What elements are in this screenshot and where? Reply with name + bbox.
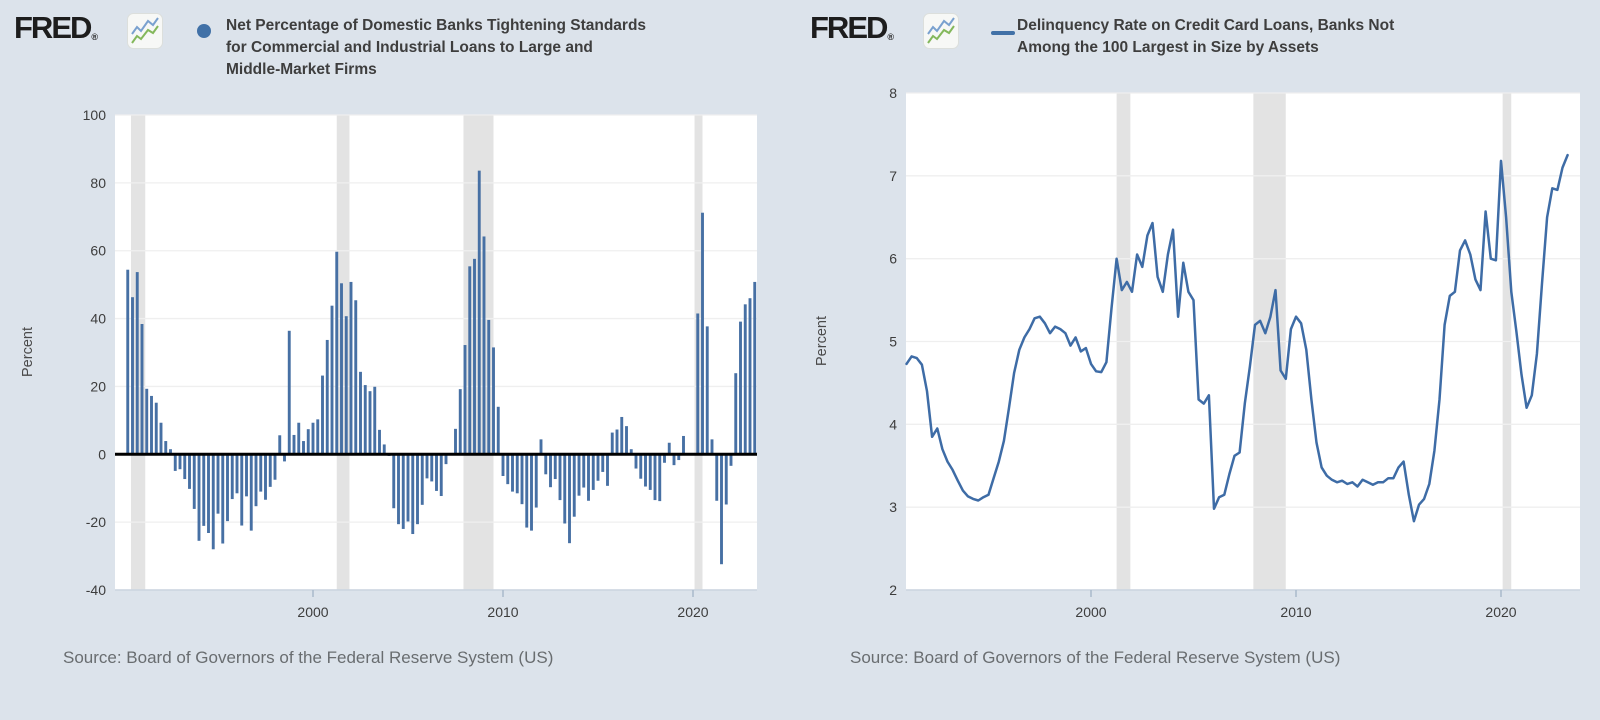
- svg-text:2010: 2010: [487, 604, 518, 620]
- svg-text:2020: 2020: [1485, 604, 1516, 620]
- svg-text:20: 20: [90, 378, 106, 394]
- svg-text:2: 2: [889, 582, 897, 598]
- fred-logo-text: FRED: [810, 10, 888, 45]
- svg-text:2020: 2020: [677, 604, 708, 620]
- svg-text:-20: -20: [86, 514, 106, 530]
- chart-title-line: for Commercial and Industrial Loans to L…: [226, 39, 593, 56]
- svg-text:2010: 2010: [1280, 604, 1311, 620]
- fred-sparkline-icon: [127, 13, 163, 49]
- bar-chart-tightening-standards[interactable]: 100 80 60 40 20 0 -20 -40 2000 2010 2020 Percent: [0, 0, 800, 720]
- svg-text:100: 100: [83, 107, 107, 123]
- source-note: Source: Board of Governors of the Federa…: [63, 648, 554, 667]
- svg-text:7: 7: [889, 168, 897, 184]
- svg-text:60: 60: [90, 243, 106, 259]
- chart-title: Net Percentage of Domestic Banks Tighten…: [226, 15, 766, 81]
- svg-text:2000: 2000: [297, 604, 328, 620]
- chart-title-line: Net Percentage of Domestic Banks Tighten…: [226, 17, 647, 34]
- fred-logo[interactable]: FRED®: [14, 10, 99, 46]
- legend-series-marker-circle: [197, 24, 211, 38]
- chart-title: Delinquency Rate on Credit Card Loans, B…: [1017, 15, 1577, 59]
- source-note: Source: Board of Governors of the Federa…: [850, 648, 1341, 667]
- fred-sparkline-icon: [923, 13, 959, 49]
- chart-title-line: Delinquency Rate on Credit Card Loans, B…: [1017, 17, 1395, 34]
- chart-title-line: Middle-Market Firms: [226, 61, 377, 78]
- chart-title-line: Among the 100 Largest in Size by Assets: [1017, 39, 1319, 56]
- line-chart-delinquency-rate[interactable]: 8 7 6 5 4 3 2 2000 2010 2020 Percent: [800, 0, 1600, 720]
- svg-text:0: 0: [98, 446, 106, 462]
- svg-text:2000: 2000: [1075, 604, 1106, 620]
- panel-tightening-standards: FRED® Net Percentage of Domestic Banks T…: [0, 0, 800, 720]
- fred-logo-text: FRED: [14, 10, 92, 45]
- registered-trademark-icon: ®: [887, 32, 895, 42]
- svg-text:Percent: Percent: [20, 327, 36, 377]
- svg-text:-40: -40: [86, 582, 106, 598]
- legend-series-marker-line: [991, 31, 1015, 35]
- svg-text:5: 5: [889, 334, 897, 350]
- registered-trademark-icon: ®: [91, 32, 99, 42]
- svg-text:4: 4: [889, 416, 897, 432]
- svg-text:6: 6: [889, 251, 897, 267]
- svg-text:8: 8: [889, 85, 897, 101]
- svg-text:3: 3: [889, 499, 897, 515]
- panel-delinquency-rate: FRED® Delinquency Rate on Credit Card Lo…: [800, 0, 1600, 720]
- fred-logo[interactable]: FRED®: [810, 10, 895, 46]
- svg-text:40: 40: [90, 311, 106, 327]
- svg-text:80: 80: [90, 175, 106, 191]
- svg-text:Percent: Percent: [814, 316, 830, 366]
